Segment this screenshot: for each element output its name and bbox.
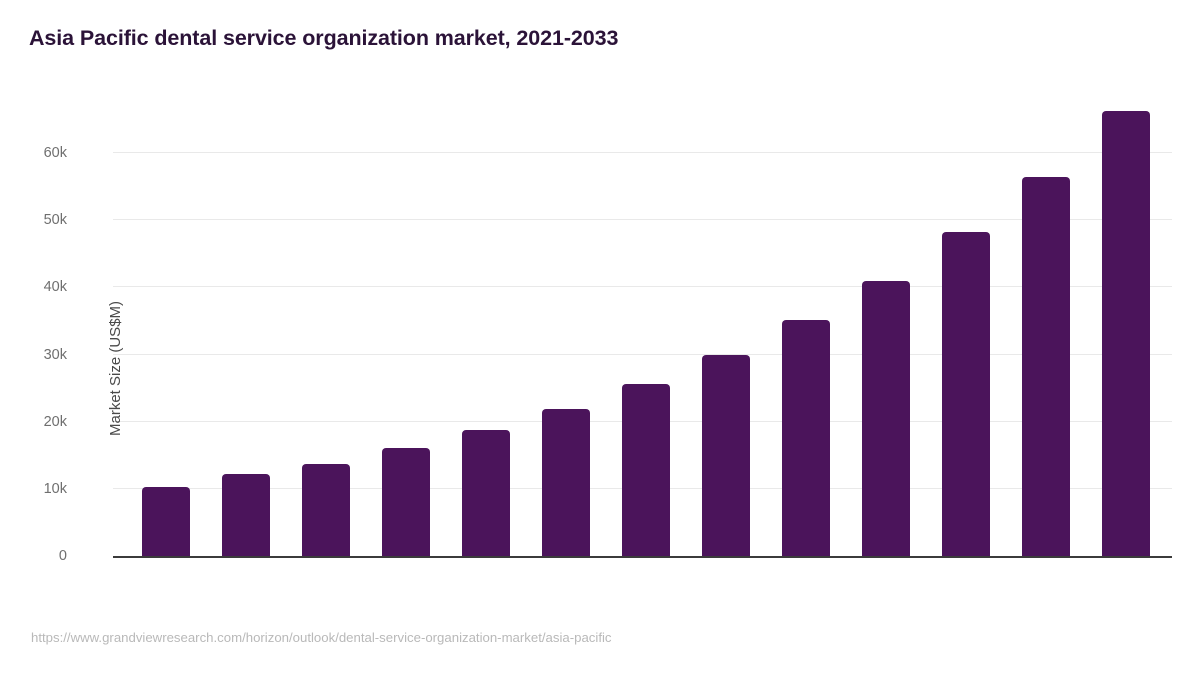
page-title: Asia Pacific dental service organization… [29,26,619,50]
bar-2025[interactable] [462,430,510,557]
bar-2029[interactable] [782,319,830,557]
bar-slot [206,100,286,557]
bar-2028[interactable] [702,354,750,557]
bar-2024[interactable] [382,448,430,557]
bar-2030[interactable] [862,280,910,557]
y-tick-label: 50k [43,212,67,229]
bar-slot [686,100,766,557]
bar-slot [126,100,206,557]
bar-2027[interactable] [622,383,670,557]
bar-slot [286,100,366,557]
bar-slot [1006,100,1086,557]
bar-slot [1086,100,1166,557]
bar-2026[interactable] [542,408,590,557]
y-tick-label: 20k [43,413,67,430]
bar-2022[interactable] [222,473,270,557]
source-url-link[interactable]: https://www.grandviewresearch.com/horizo… [31,630,612,645]
y-tick-label: 30k [43,346,67,363]
bar-slot [766,100,846,557]
x-axis-line [113,556,1172,558]
bar-slot [926,100,1006,557]
bar-slot [526,100,606,557]
bar-2021[interactable] [142,487,190,557]
bar-series [113,100,1172,557]
bar-slot [446,100,526,557]
plot-area: Market Size (US$M) 010k20k30k40k50k60k20… [44,100,1172,675]
bar-2032[interactable] [1022,176,1070,557]
y-tick-label: 10k [43,481,67,498]
bar-2023[interactable] [302,464,350,557]
y-tick-label: 60k [43,145,67,161]
bar-2031[interactable] [942,232,990,557]
bar-2033[interactable] [1102,110,1150,557]
y-tick-label: 40k [43,279,67,296]
y-tick-label: 0 [58,548,67,565]
bar-slot [366,100,446,557]
bar-slot [846,100,926,557]
y-axis-title: Market Size (US$M) [107,300,124,436]
bar-slot [606,100,686,557]
